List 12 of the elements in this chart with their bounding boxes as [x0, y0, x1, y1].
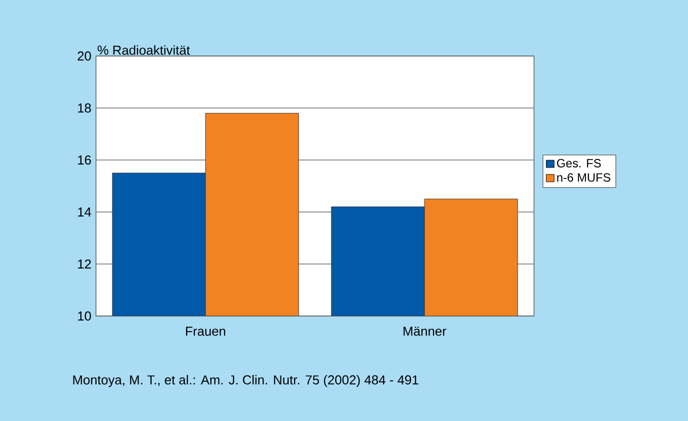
y-tick-label: 20: [78, 51, 91, 61]
y-tick-label: 12: [78, 259, 91, 269]
text: Montoya, M. T., et al.: Am. J. Clin. Nutr. 75 (2002) 484 - 491: [73, 374, 418, 388]
y-tick-label: 18: [78, 103, 91, 113]
y-tick-label: 16: [78, 155, 91, 165]
y-axis-title: % Radioaktivität: [98, 45, 190, 55]
x-tick-label: Frauen: [186, 326, 226, 336]
legend-label: Ges. FS: [556, 158, 601, 168]
y-tick-label: 14: [78, 208, 92, 216]
legend-label: n-6 MUFS: [557, 173, 610, 182]
x-tick-label: Männer: [404, 326, 446, 336]
y-tick-label: 10: [78, 311, 91, 321]
